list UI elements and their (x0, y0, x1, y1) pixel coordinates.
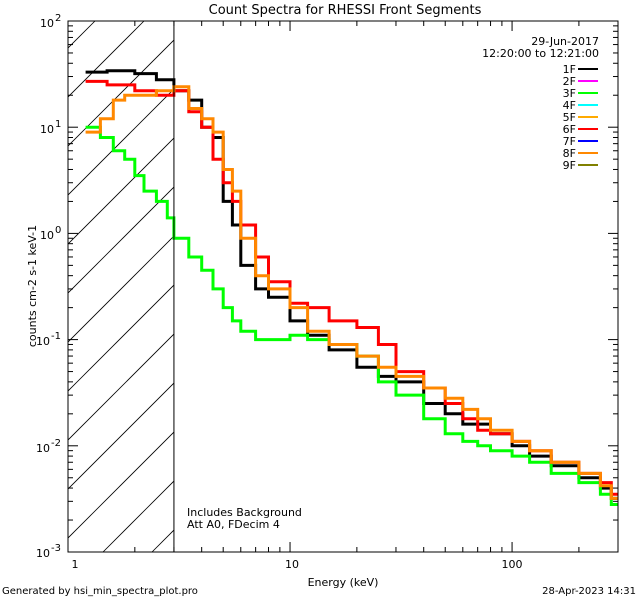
y-tick-label-neg3: 10 -3 (36, 543, 61, 560)
y-tick-base: 10 (36, 442, 50, 455)
y-tick-exp: -3 (51, 543, 61, 554)
plot-frame (67, 20, 619, 553)
legend-entry-4F: 4F (563, 99, 598, 112)
hatch-line (397, 21, 640, 552)
legend-entry-7F: 7F (563, 135, 598, 148)
footer-generated-by: Generated by hsi_min_spectra_plot.pro (2, 586, 198, 597)
hatch-line (68, 333, 174, 441)
legend-entry-9F: 9F (563, 159, 598, 172)
legend-label: 1F (563, 63, 576, 76)
legend-entry-5F: 5F (563, 111, 598, 124)
hatch-line (68, 39, 174, 147)
legend-label: 8F (563, 147, 576, 160)
y-tick-label-neg1: 10 -1 (36, 331, 61, 348)
hatch-lines (0, 21, 640, 552)
y-tick-label-neg2: 10 -2 (36, 438, 61, 455)
series-8F (85, 85, 618, 500)
footer-timestamp: 28-Apr-2023 14:31 (542, 586, 636, 597)
legend-date: 29-Jun-2017 (531, 35, 599, 48)
legend-label: 4F (563, 99, 576, 112)
legend-label: 7F (563, 135, 576, 148)
x-tick-label-100: 100 (502, 558, 523, 571)
x-tick-label-1: 1 (72, 558, 79, 571)
hatch-line (68, 382, 174, 490)
y-tick-base: 10 (40, 17, 54, 30)
annotation-background: Includes Background (187, 506, 302, 519)
y-tick-base: 10 (40, 229, 54, 242)
hatch-line (68, 137, 174, 245)
y-tick-exp: -1 (51, 331, 61, 342)
legend-entry-3F: 3F (563, 87, 598, 100)
series-1F (85, 69, 618, 500)
annotation-attenuator: Att A0, FDecim 4 (187, 518, 280, 531)
hatch-line (68, 284, 174, 392)
y-tick-exp: 2 (55, 13, 61, 24)
axis-ticks (67, 20, 619, 553)
background-hatch-region (0, 21, 640, 552)
y-tick-label-1: 10 1 (40, 119, 61, 136)
y-tick-label-2: 10 2 (40, 13, 61, 30)
legend-entry-1F: 1F (563, 63, 598, 76)
hatch-line (68, 186, 174, 294)
legend-label: 5F (563, 111, 576, 124)
hatch-line (0, 21, 46, 552)
legend-label: 6F (563, 123, 576, 136)
legend-label: 9F (563, 159, 576, 172)
y-tick-base: 10 (40, 123, 54, 136)
x-tick-label-10: 10 (285, 558, 299, 571)
hatch-line (68, 88, 174, 196)
y-tick-label-0: 10 0 (40, 225, 61, 242)
y-tick-exp: 0 (55, 225, 61, 236)
y-tick-exp: -2 (51, 438, 61, 449)
hatch-line (68, 235, 174, 343)
hatch-line (68, 431, 174, 539)
legend-entry-6F: 6F (563, 123, 598, 136)
legend-entry-2F: 2F (563, 75, 598, 88)
legend-label: 2F (563, 75, 576, 88)
y-tick-base: 10 (36, 335, 50, 348)
legend-time-range: 12:20:00 to 12:21:00 (482, 47, 599, 60)
series-6F (85, 79, 618, 496)
series-3F (85, 125, 618, 506)
y-tick-base: 10 (36, 547, 50, 560)
y-tick-exp: 1 (55, 119, 61, 130)
legend-entry-8F: 8F (563, 147, 598, 160)
series-group (85, 69, 618, 506)
legend-label: 3F (563, 87, 576, 100)
y-axis-label: counts cm-2 s-1 keV-1 (26, 225, 39, 347)
hatch-line (446, 21, 640, 552)
chart-title: Count Spectra for RHESSI Front Segments (209, 3, 482, 18)
x-axis-label: Energy (keV) (308, 576, 379, 589)
hatch-line (68, 21, 96, 49)
